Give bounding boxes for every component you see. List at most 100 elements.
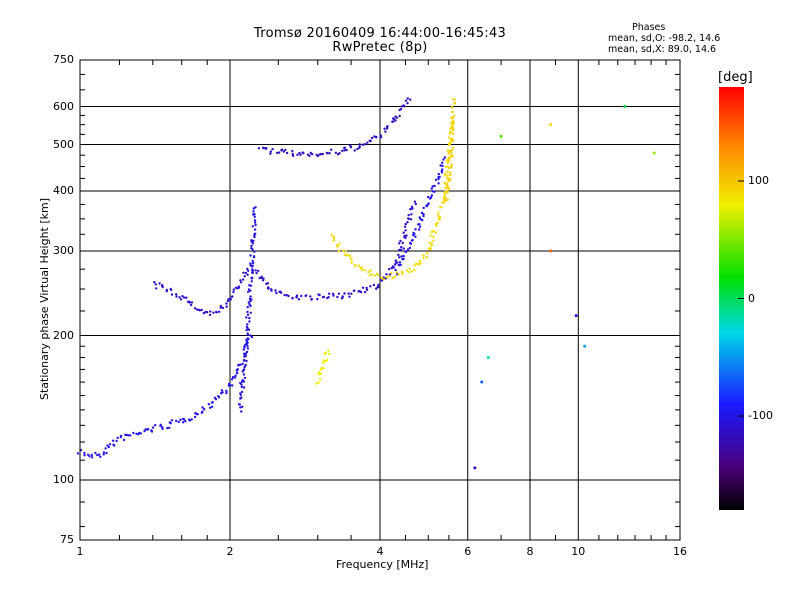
data-point — [369, 269, 372, 272]
colorbar-tick-label: 0 — [748, 291, 755, 305]
data-point — [432, 229, 435, 233]
data-point — [248, 316, 251, 320]
data-point — [413, 268, 416, 272]
data-point — [404, 222, 407, 226]
data-point — [422, 256, 425, 260]
data-point — [433, 190, 436, 193]
data-point — [200, 308, 203, 312]
data-point — [177, 420, 180, 424]
data-point — [96, 453, 99, 457]
data-point — [182, 418, 186, 421]
data-point — [102, 451, 106, 454]
data-point — [321, 152, 324, 156]
data-point — [450, 149, 453, 152]
data-point — [247, 301, 250, 304]
chart-subtitle: RwPretec (8p) — [332, 40, 428, 55]
data-point — [438, 175, 441, 179]
data-point — [308, 154, 311, 157]
data-point — [237, 363, 241, 367]
data-point — [375, 287, 378, 290]
data-point — [245, 316, 248, 319]
data-point — [246, 267, 249, 271]
data-point — [108, 443, 112, 446]
data-point — [209, 406, 212, 409]
data-point — [451, 116, 454, 120]
data-point — [448, 136, 451, 139]
y-tick-label: 75 — [60, 533, 74, 546]
data-point — [422, 254, 425, 257]
data-point — [243, 345, 246, 348]
data-point — [330, 148, 333, 151]
data-point — [291, 149, 294, 153]
data-point — [623, 105, 627, 109]
data-point — [155, 287, 158, 290]
data-point — [445, 159, 449, 162]
data-point — [201, 406, 204, 409]
data-point — [449, 171, 452, 174]
y-tick-label: 500 — [53, 137, 74, 151]
data-point — [379, 134, 382, 137]
data-point — [449, 138, 452, 141]
data-point — [269, 150, 272, 153]
data-point — [153, 281, 156, 284]
data-point — [122, 438, 126, 442]
data-point — [419, 262, 422, 265]
data-point — [406, 102, 409, 105]
data-point — [406, 221, 409, 224]
data-point — [245, 325, 249, 329]
data-point — [251, 268, 254, 271]
data-point — [247, 290, 250, 293]
data-point — [453, 98, 456, 101]
data-point — [446, 177, 449, 180]
data-point — [446, 185, 449, 188]
data-point — [426, 252, 429, 255]
data-point — [418, 216, 421, 219]
data-point — [499, 134, 503, 138]
data-point — [178, 296, 181, 299]
data-point — [291, 152, 294, 156]
data-point — [403, 235, 406, 239]
data-point — [165, 290, 168, 293]
data-point — [210, 405, 214, 408]
data-point — [436, 221, 439, 225]
data-points — [76, 97, 656, 470]
data-point — [175, 419, 178, 423]
data-point — [254, 221, 257, 224]
data-point — [428, 241, 431, 245]
data-point — [243, 355, 246, 358]
data-point — [228, 383, 232, 387]
x-tick-label: 6 — [464, 545, 472, 558]
data-point — [245, 359, 248, 363]
data-point — [196, 413, 199, 416]
data-point — [250, 244, 253, 248]
data-point — [188, 301, 191, 304]
data-point — [317, 293, 320, 296]
data-point — [252, 207, 255, 210]
data-point — [377, 285, 380, 289]
data-point — [332, 235, 335, 238]
data-point — [246, 310, 249, 314]
data-point — [195, 308, 199, 311]
data-point — [437, 218, 440, 221]
data-point — [129, 434, 132, 437]
data-point — [241, 362, 244, 366]
data-point — [86, 453, 90, 456]
data-point — [239, 281, 243, 284]
data-point — [207, 403, 210, 406]
data-point — [448, 143, 451, 146]
data-point — [94, 451, 97, 455]
data-point — [247, 288, 251, 291]
data-point — [309, 295, 312, 298]
data-point — [332, 239, 335, 242]
data-point — [317, 373, 320, 376]
data-point — [328, 152, 331, 155]
data-point — [442, 198, 445, 201]
data-point — [350, 292, 353, 295]
data-point — [408, 246, 412, 250]
data-point — [447, 166, 451, 170]
data-point — [328, 352, 331, 356]
data-point — [206, 311, 209, 314]
data-point — [159, 423, 162, 426]
data-point — [190, 418, 193, 421]
data-point — [400, 255, 403, 258]
